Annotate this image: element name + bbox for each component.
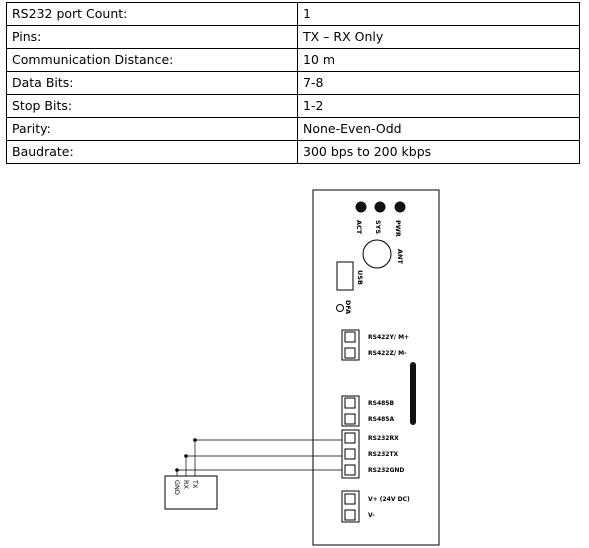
terminal-label: RS485B (368, 400, 394, 407)
terminal-label: V- (368, 512, 375, 519)
screw-terminal-icon (344, 448, 356, 460)
terminal-label: RS422Z/ M- (368, 350, 407, 357)
wire-tx-to-rx (194, 439, 342, 476)
spec-value: 1 (297, 2, 580, 26)
screw-terminal-icon (344, 331, 356, 343)
screw-terminal-icon (344, 493, 356, 505)
spec-value: 300 bps to 200 kbps (297, 140, 580, 164)
dfa-button-icon (336, 304, 344, 312)
table-row: Data Bits: 7-8 (6, 71, 580, 95)
terminal-label: RS232TX (368, 451, 399, 458)
sys-led-label: SYS (374, 220, 382, 234)
terminal-label: V+ (24V DC) (368, 496, 410, 503)
screw-terminal-icon (344, 347, 356, 359)
table-row: Parity: None-Even-Odd (6, 117, 580, 141)
usb-port-icon (336, 261, 354, 291)
vent-slot (410, 362, 416, 425)
terminal-label: RS422Y/ M+ (368, 334, 409, 341)
terminal-label: RS485A (368, 416, 394, 423)
terminal-label: RS232RX (368, 435, 399, 442)
screw-terminal-icon (344, 464, 356, 476)
wire-gnd (176, 469, 342, 476)
screw-terminal-icon (344, 413, 356, 425)
wire-junction-icon (175, 468, 179, 472)
spec-label: Communication Distance: (6, 48, 298, 72)
spec-label: Baudrate: (6, 140, 298, 164)
spec-label: Data Bits: (6, 71, 298, 95)
spec-table: RS232 port Count: 1 Pins: TX – RX Only C… (6, 2, 580, 164)
antenna-label: ANT (396, 249, 404, 264)
sys-led-icon (374, 201, 386, 213)
table-row: Stop Bits: 1-2 (6, 94, 580, 118)
external-pin-label: TX (191, 479, 199, 489)
table-row: Baudrate: 300 bps to 200 kbps (6, 140, 580, 164)
wire-junction-icon (184, 454, 188, 458)
act-led-label: ACT (355, 220, 363, 235)
table-row: Communication Distance: 10 m (6, 48, 580, 72)
spec-label: RS232 port Count: (6, 2, 298, 26)
device-enclosure (312, 189, 440, 546)
spec-value: 7-8 (297, 71, 580, 95)
wire-rx-to-tx (185, 455, 342, 476)
pwr-led-label: PWR (394, 220, 402, 237)
external-device (164, 475, 218, 510)
act-led-icon (355, 201, 367, 213)
table-row: RS232 port Count: 1 (6, 2, 580, 26)
screw-terminal-icon (344, 509, 356, 521)
wires (176, 439, 342, 476)
external-pin-label: GND (173, 480, 181, 495)
wire-junction-icon (193, 438, 197, 442)
screw-terminal-icon (344, 432, 356, 444)
pwr-led-icon (394, 201, 406, 213)
dfa-label: DFA (344, 300, 352, 314)
screw-terminal-icon (344, 397, 356, 409)
terminal-label: RS232GND (368, 467, 404, 474)
usb-label: USB (356, 270, 364, 285)
antenna-connector-icon (362, 239, 392, 269)
external-pin-label: RX (182, 480, 190, 490)
